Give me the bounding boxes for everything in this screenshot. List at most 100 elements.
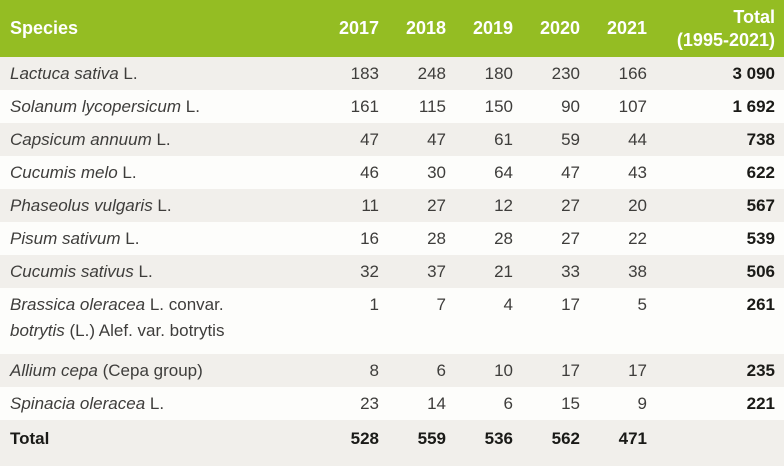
- year-value-cell: 47: [561, 163, 580, 182]
- year-value-cell: 183: [350, 64, 379, 83]
- year-value-cell: 4: [503, 295, 513, 314]
- species-cell: Cucumis sativus L.: [0, 255, 320, 288]
- species-name-line: Cucumis sativus L.: [10, 259, 320, 285]
- species-latin-name: Spinacia oleracea: [10, 394, 146, 413]
- year-value-cell: 115: [418, 97, 446, 116]
- year-value-cell: 47: [427, 130, 446, 149]
- footer-year-total-cell: 559: [417, 429, 446, 448]
- species-cell: Capsicum annuum L.: [0, 123, 320, 156]
- row-total-cell: 539: [746, 229, 775, 248]
- row-total-cell: 1 692: [732, 97, 775, 116]
- species-name-line: Cucumis melo L.: [10, 160, 320, 186]
- species-author: L.: [151, 130, 171, 149]
- species-name-line: botrytis (L.) Alef. var. botrytis: [10, 318, 320, 344]
- species-latin-name: Brassica oleracea: [10, 295, 146, 314]
- species-author: L.: [152, 196, 172, 215]
- year-value-cell: 166: [618, 64, 647, 83]
- year-value-cell: 90: [561, 97, 580, 116]
- year-value-cell: 28: [494, 229, 513, 248]
- year-value-cell: 12: [494, 196, 513, 215]
- species-author: (L.) Alef. var. botrytis: [64, 321, 225, 340]
- year-value-cell: 22: [628, 229, 647, 248]
- table-row: Solanum lycopersicum L. 161 115 150 90 107 1 6…: [0, 90, 784, 123]
- footer-year-total-cell: 528: [350, 429, 379, 448]
- year-value-cell: 7: [436, 295, 446, 314]
- year-value-cell: 17: [561, 361, 580, 380]
- year-value-cell: 37: [427, 262, 446, 281]
- year-value-cell: 17: [628, 361, 647, 380]
- species-author: L.: [118, 64, 138, 83]
- header-year-2019: 2019: [472, 18, 513, 38]
- year-value-cell: 6: [436, 361, 446, 380]
- year-value-cell: 9: [637, 394, 647, 413]
- year-value-cell: 1: [369, 295, 379, 314]
- table-row: Lactuca sativa L. 183 248 180 230 166 3 090: [0, 57, 784, 90]
- species-latin-name: Pisum sativum: [10, 229, 121, 248]
- species-name-line: Brassica oleracea L. convar.: [10, 292, 320, 318]
- table-row: Brassica oleracea L. convar. botrytis (L.…: [0, 288, 784, 354]
- species-author: L. convar.: [145, 295, 224, 314]
- year-value-cell: 46: [360, 163, 379, 182]
- species-name-line: Capsicum annuum L.: [10, 127, 320, 153]
- year-value-cell: 47: [360, 130, 379, 149]
- footer-year-total-cell: 536: [484, 429, 513, 448]
- species-cell: Spinacia oleracea L.: [0, 387, 320, 420]
- table-body: Lactuca sativa L. 183 248 180 230 166 3 090 Sol…: [0, 57, 784, 466]
- species-name-line: Lactuca sativa L.: [10, 61, 320, 87]
- species-cell: Cucumis melo L.: [0, 156, 320, 189]
- table-row: Allium cepa (Cepa group) 8 6 10 17 17 235: [0, 354, 784, 387]
- table-row: Spinacia oleracea L. 23 14 6 15 9 221: [0, 387, 784, 420]
- row-total-cell: 567: [746, 196, 775, 215]
- species-cell: Solanum lycopersicum L.: [0, 90, 320, 123]
- header-total-line1: Total: [733, 7, 775, 27]
- species-latin-name: Solanum lycopersicum: [10, 97, 182, 116]
- species-name-line: Solanum lycopersicum L.: [10, 94, 320, 120]
- row-total-cell: 622: [746, 163, 775, 182]
- year-value-cell: 8: [369, 361, 379, 380]
- table-row: Pisum sativum L. 16 28 28 27 22 539: [0, 222, 784, 255]
- species-cell: Allium cepa (Cepa group): [0, 354, 320, 387]
- year-value-cell: 6: [503, 394, 513, 413]
- year-value-cell: 30: [427, 163, 446, 182]
- species-author: (Cepa group): [97, 361, 203, 380]
- species-name-line: Spinacia oleracea L.: [10, 391, 320, 417]
- year-value-cell: 27: [427, 196, 446, 215]
- year-value-cell: 27: [561, 229, 580, 248]
- header-year-2021: 2021: [606, 18, 647, 38]
- year-value-cell: 28: [427, 229, 446, 248]
- species-latin-name: Phaseolus vulgaris: [10, 196, 153, 215]
- header-year-2018: 2018: [405, 18, 446, 38]
- footer-grand-total-cell: [655, 420, 784, 466]
- species-name-line: Allium cepa (Cepa group): [10, 358, 320, 384]
- species-author: L.: [133, 262, 153, 281]
- species-author: L.: [145, 394, 165, 413]
- species-latin-name: Cucumis sativus: [10, 262, 134, 281]
- header-species: Species: [10, 18, 79, 38]
- year-value-cell: 5: [637, 295, 647, 314]
- table-row: Cucumis melo L. 46 30 64 47 43 622: [0, 156, 784, 189]
- year-value-cell: 248: [417, 64, 446, 83]
- row-total-cell: 221: [746, 394, 775, 413]
- year-value-cell: 17: [561, 295, 580, 314]
- species-latin-name: Cucumis melo: [10, 163, 118, 182]
- species-name-line: Pisum sativum L.: [10, 226, 320, 252]
- year-value-cell: 11: [361, 196, 379, 215]
- row-total-cell: 261: [746, 295, 775, 314]
- species-latin-name: Allium cepa: [10, 361, 98, 380]
- table-row: Cucumis sativus L. 32 37 21 33 38 506: [0, 255, 784, 288]
- year-value-cell: 23: [360, 394, 379, 413]
- year-value-cell: 32: [360, 262, 379, 281]
- year-value-cell: 64: [494, 163, 513, 182]
- species-latin-name: botrytis: [10, 321, 65, 340]
- header-total-line2: (1995-2021): [676, 29, 775, 50]
- species-cell: Brassica oleracea L. convar. botrytis (L.…: [0, 288, 320, 354]
- header-year-2020: 2020: [539, 18, 580, 38]
- year-value-cell: 20: [628, 196, 647, 215]
- year-value-cell: 27: [561, 196, 580, 215]
- row-total-cell: 3 090: [732, 64, 775, 83]
- table-row: Phaseolus vulgaris L. 11 27 12 27 20 567: [0, 189, 784, 222]
- footer-year-total-cell: 562: [551, 429, 580, 448]
- year-value-cell: 59: [561, 130, 580, 149]
- species-name-line: Phaseolus vulgaris L.: [10, 193, 320, 219]
